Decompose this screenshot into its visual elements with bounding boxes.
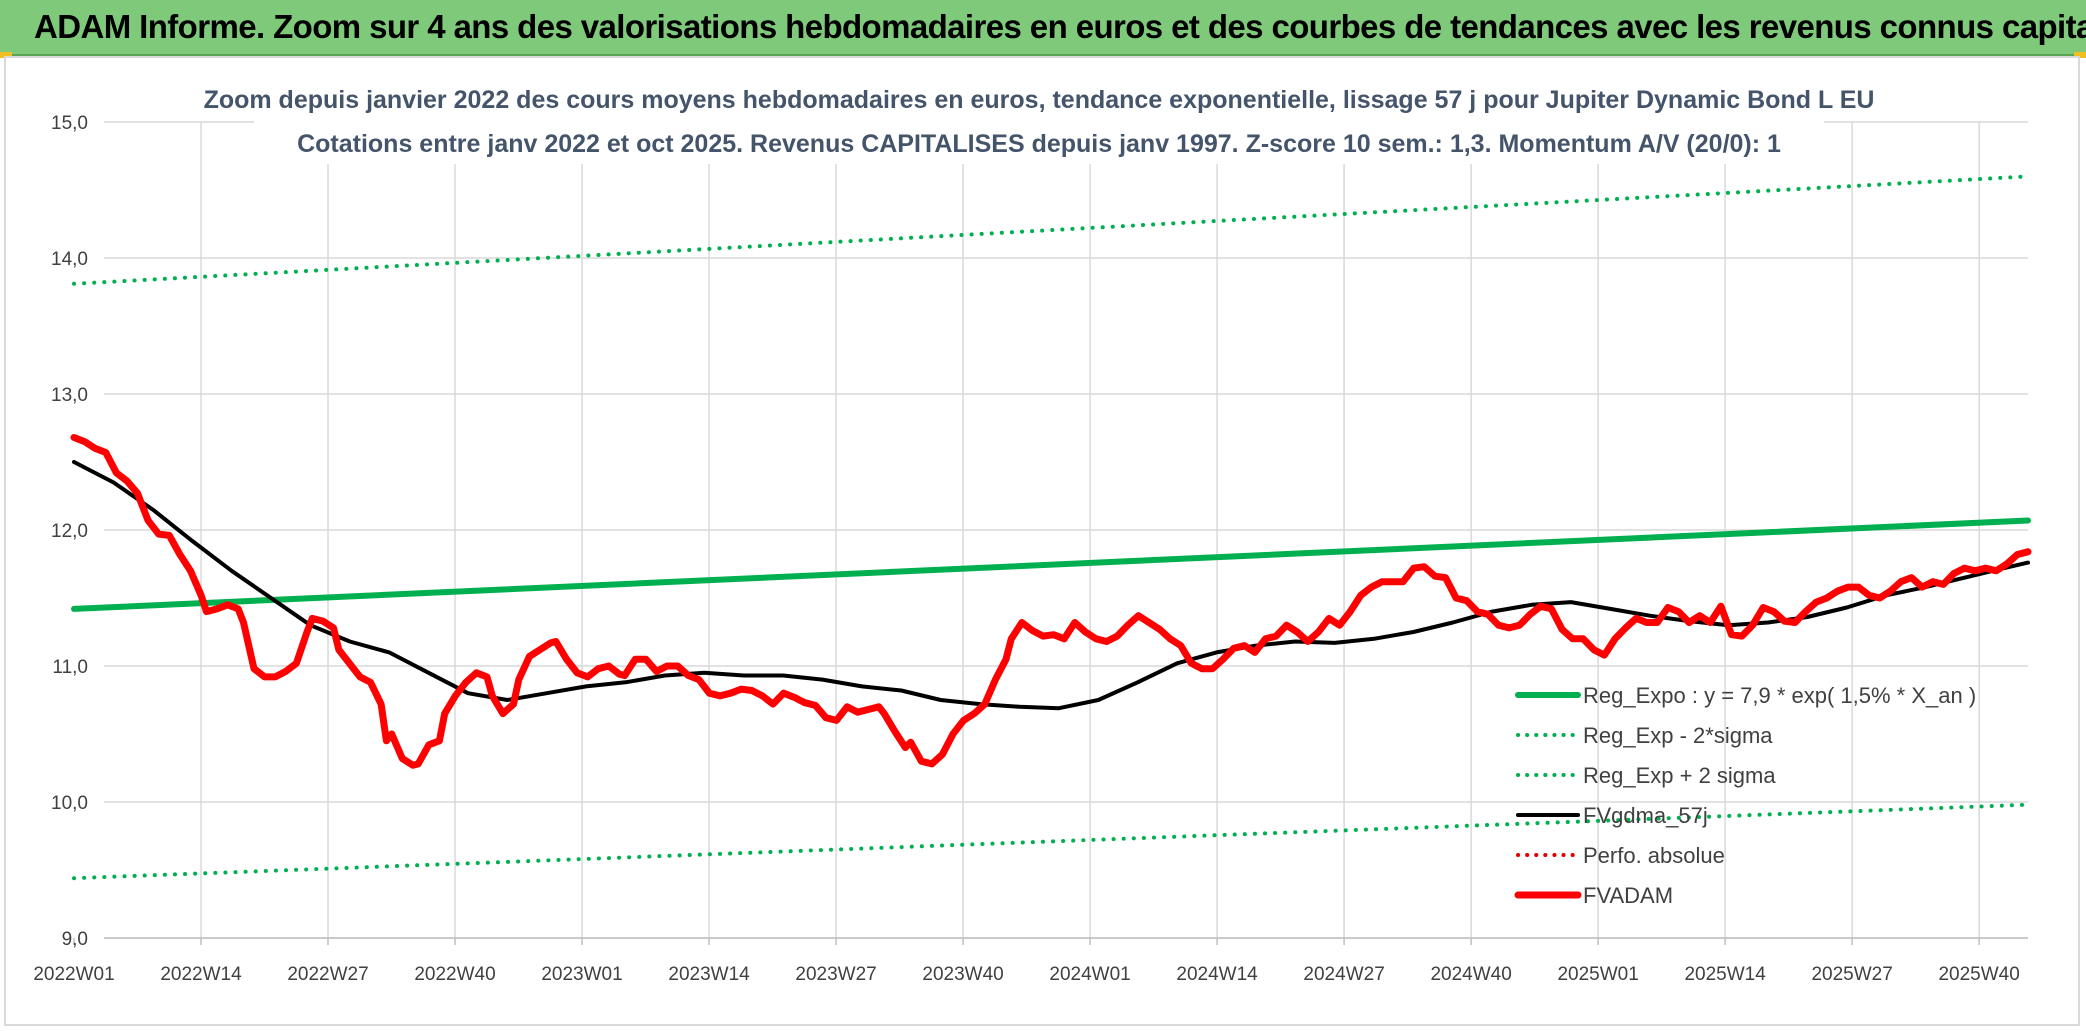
x-tick-label: 2022W27 xyxy=(287,964,368,985)
x-tick-label: 2025W27 xyxy=(1811,964,1892,985)
series-line-2 xyxy=(72,174,2030,286)
x-tick-label: 2025W14 xyxy=(1684,964,1766,985)
series-line-3 xyxy=(72,460,2030,711)
series-line-5 xyxy=(70,434,2032,769)
x-axis-tick-labels: 2022W01 2022W14 2022W27 2022W40 2023W01 2023W… xyxy=(33,964,2019,985)
chart-legend: Reg_Expo : y = 7,9 * exp( 1,5% * X_an ) R… xyxy=(1514,683,1976,908)
chart-frame xyxy=(4,56,2080,1026)
y-tick-label: 14,0 xyxy=(51,249,88,270)
legend-label: FVADAM xyxy=(1583,883,1673,908)
series-line-1 xyxy=(72,802,2030,881)
x-tick-label: 2022W14 xyxy=(160,964,242,985)
legend-label: FVgdma_57j xyxy=(1583,803,1708,828)
title-background xyxy=(254,76,1824,164)
report-title: ADAM Informe. Zoom sur 4 ans des valoris… xyxy=(34,8,2086,45)
chart-series xyxy=(70,174,2032,881)
chart-title-line-1: Zoom depuis janvier 2022 des cours moyen… xyxy=(204,86,1875,114)
x-tick-label: 2023W40 xyxy=(922,964,1003,985)
y-axis-tick-labels: 9,0 10,0 11,0 12,0 13,0 14,0 15,0 xyxy=(51,113,88,950)
corner-marker-left xyxy=(0,52,12,58)
y-tick-label: 12,0 xyxy=(51,521,88,542)
x-tick-label: 2022W40 xyxy=(414,964,495,985)
x-tick-label: 2024W01 xyxy=(1049,964,1130,985)
x-tick-label: 2023W14 xyxy=(668,964,750,985)
legend-label: Reg_Exp - 2*sigma xyxy=(1583,723,1773,748)
legend-label: Reg_Exp + 2 sigma xyxy=(1583,763,1776,788)
corner-marker-right xyxy=(2074,52,2086,58)
x-tick-label: 2024W14 xyxy=(1176,964,1258,985)
x-tick-label: 2025W40 xyxy=(1938,964,2019,985)
x-tick-label: 2023W01 xyxy=(541,964,622,985)
x-tick-label: 2024W27 xyxy=(1303,964,1384,985)
y-tick-label: 10,0 xyxy=(51,793,88,814)
x-tick-label: 2022W01 xyxy=(33,964,114,985)
legend-label: Perfo. absolue xyxy=(1583,843,1725,868)
y-tick-label: 13,0 xyxy=(51,385,88,406)
x-tick-label: 2025W01 xyxy=(1557,964,1638,985)
chart-grid xyxy=(73,121,2028,945)
chart-title-line-2: Cotations entre janv 2022 et oct 2025. R… xyxy=(297,130,1781,158)
x-tick-label: 2023W27 xyxy=(795,964,876,985)
y-tick-label: 9,0 xyxy=(62,929,88,950)
legend-label: Reg_Expo : y = 7,9 * exp( 1,5% * X_an ) xyxy=(1583,683,1976,708)
y-tick-label: 15,0 xyxy=(51,113,88,134)
y-tick-label: 11,0 xyxy=(52,657,88,678)
series-line-0 xyxy=(71,517,2031,612)
report-banner: ADAM Informe. Zoom sur 4 ans des valoris… xyxy=(0,0,2086,56)
x-tick-label: 2024W40 xyxy=(1430,964,1511,985)
